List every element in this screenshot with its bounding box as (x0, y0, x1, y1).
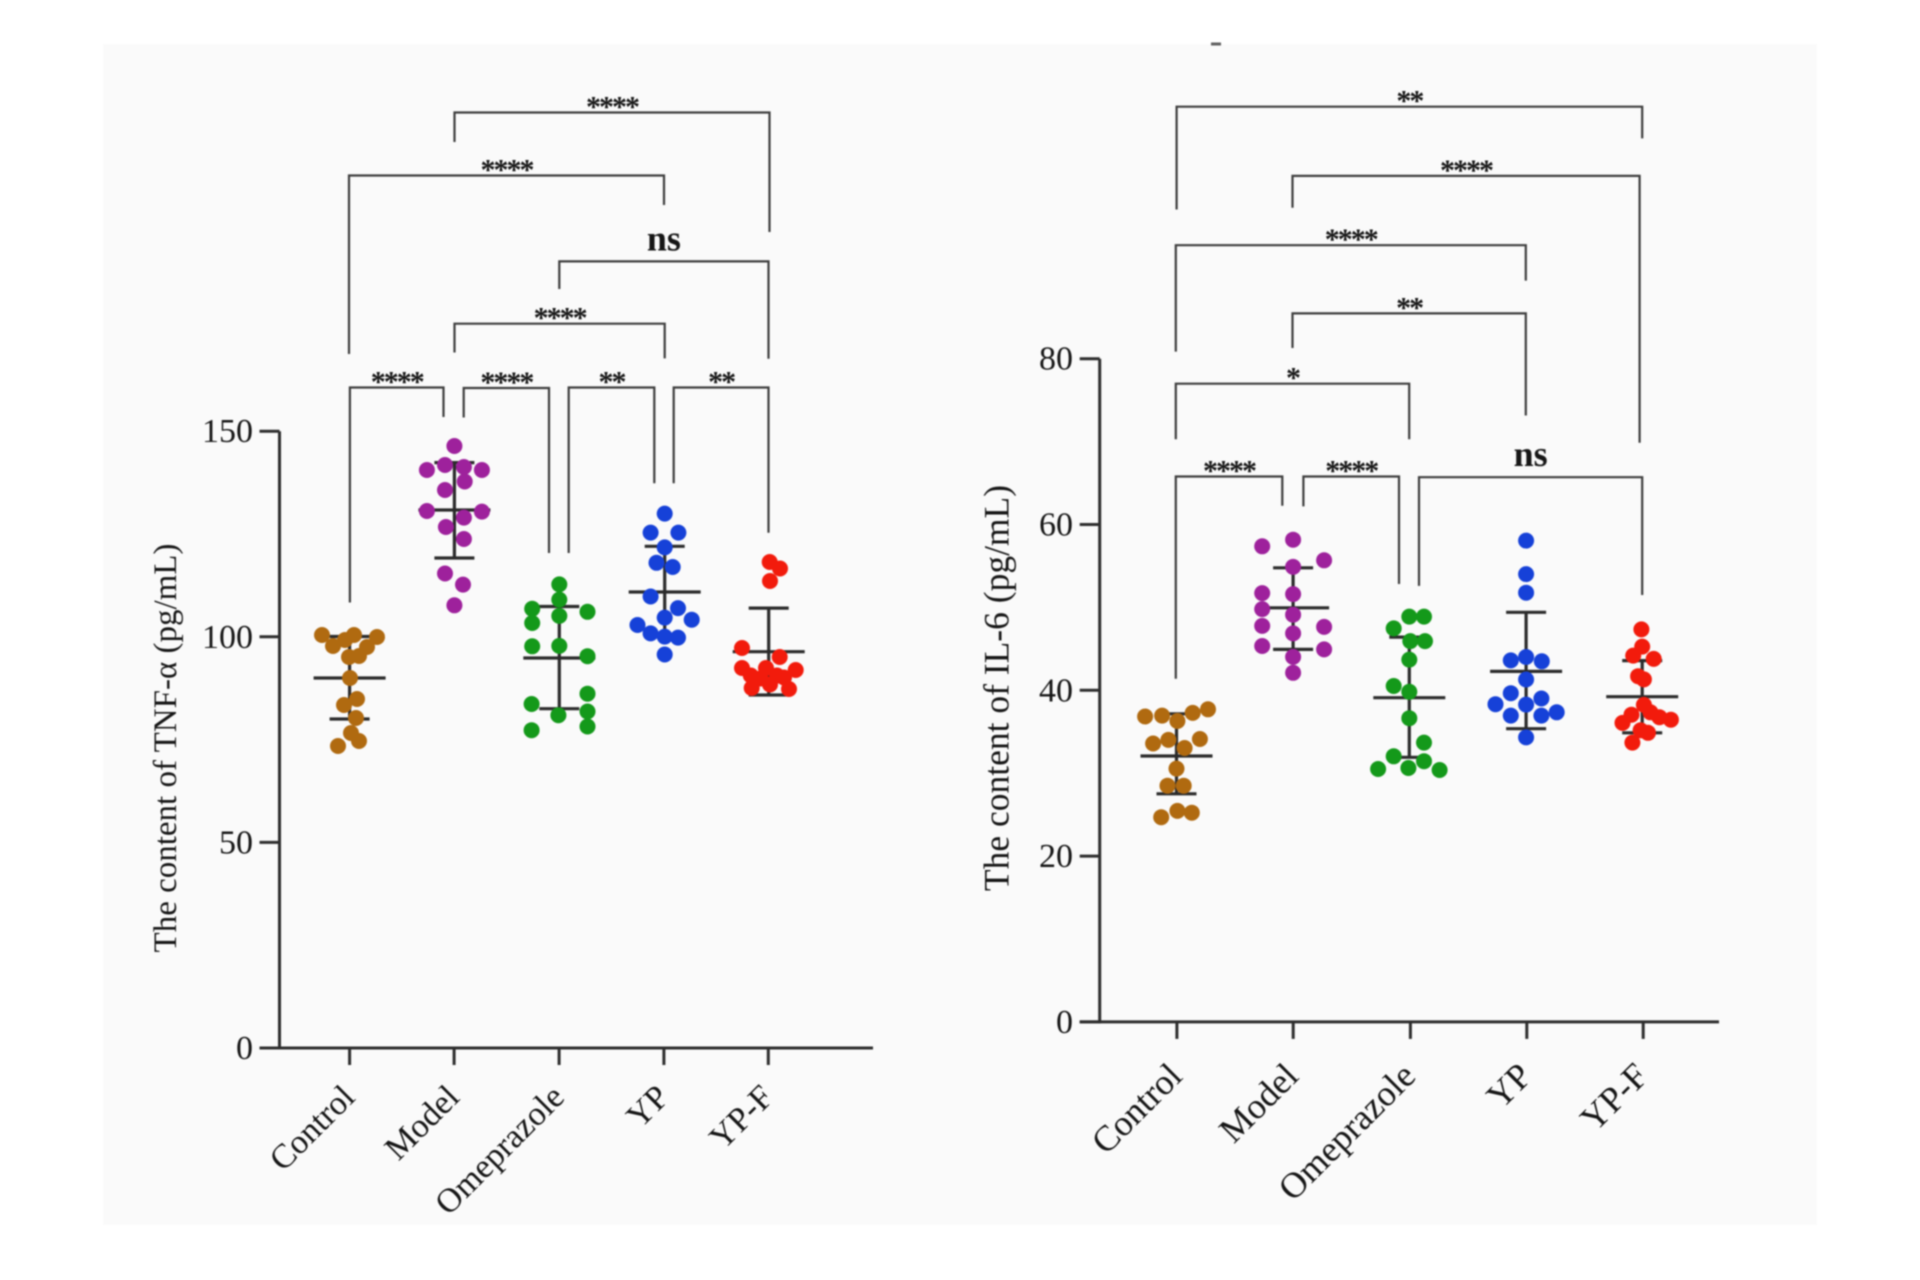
svg-text:****: **** (480, 366, 533, 399)
svg-text:****: **** (481, 154, 534, 187)
svg-text:****: **** (1325, 223, 1378, 256)
svg-text:**: ** (1396, 291, 1423, 324)
svg-text:0: 0 (1056, 1004, 1073, 1041)
svg-text:ns: ns (647, 218, 681, 258)
svg-text:*: * (1286, 362, 1300, 395)
svg-text:****: **** (534, 302, 587, 335)
svg-text:60: 60 (1039, 507, 1073, 544)
svg-text:100: 100 (202, 619, 253, 656)
svg-text:**: ** (1396, 85, 1423, 118)
svg-text:0: 0 (236, 1030, 253, 1067)
svg-text:50: 50 (219, 824, 253, 861)
svg-text:****: **** (586, 91, 639, 124)
svg-text:****: **** (371, 366, 424, 399)
svg-text:20: 20 (1039, 838, 1073, 875)
svg-text:****: **** (1203, 455, 1256, 488)
svg-text:**: ** (708, 366, 735, 399)
svg-text:****: **** (1440, 154, 1493, 187)
svg-text:The content of IL-6 (pg/mL): The content of IL-6 (pg/mL) (977, 485, 1017, 891)
svg-text:**: ** (599, 366, 626, 399)
svg-text:150: 150 (202, 413, 253, 450)
svg-text:40: 40 (1039, 672, 1073, 709)
svg-text:80: 80 (1039, 341, 1073, 378)
svg-text:The content of TNF-α (pg/mL): The content of TNF-α (pg/mL) (148, 544, 184, 953)
svg-text:ns: ns (1514, 434, 1548, 474)
svg-text:****: **** (1325, 455, 1378, 488)
